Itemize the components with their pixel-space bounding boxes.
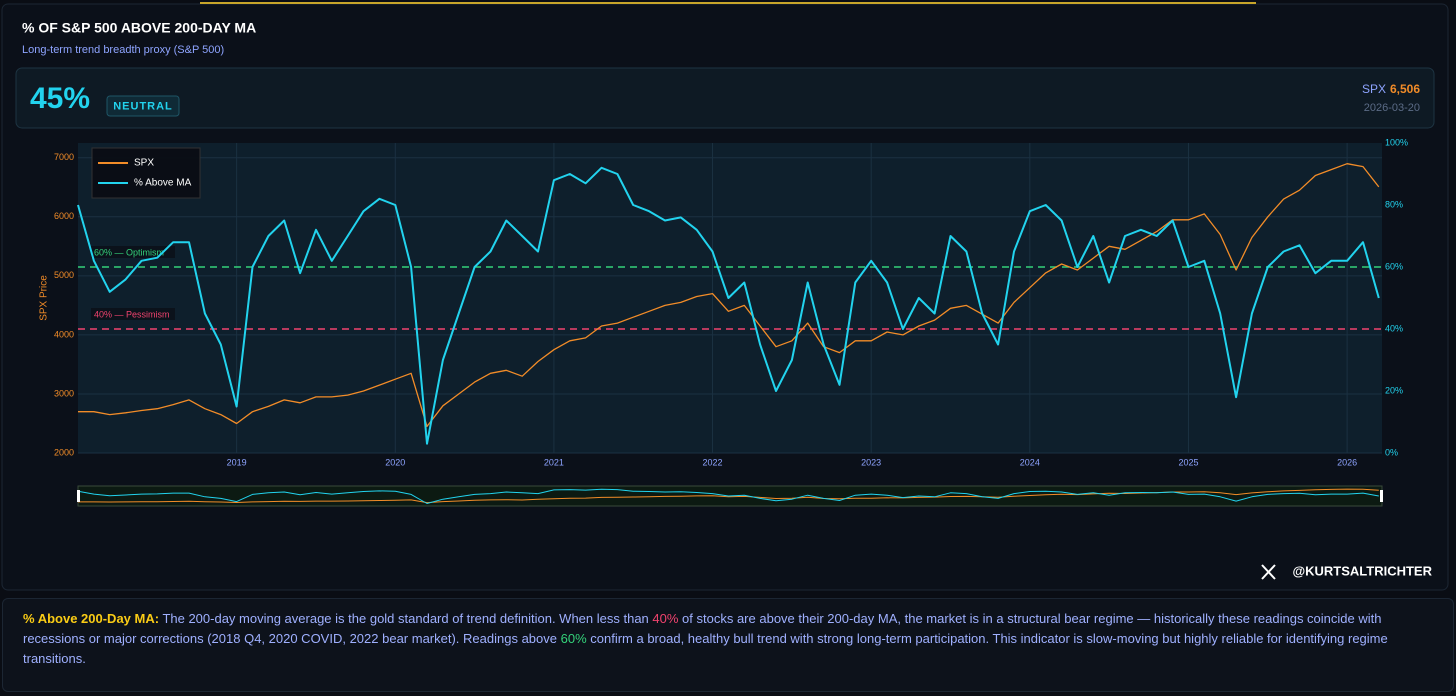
- y-tick-label: 4000: [54, 329, 74, 339]
- series-line: [78, 163, 1380, 428]
- date: 2026-03-20: [1364, 102, 1420, 114]
- slider-handle: [1380, 490, 1383, 502]
- legend-label: SPX: [134, 158, 154, 169]
- reference-label-bg: [91, 308, 175, 320]
- title: % OF S&P 500 ABOVE 200-DAY MA: [22, 20, 256, 36]
- x-tick-label: 2023: [861, 457, 881, 467]
- x-tick-label: 2022: [703, 457, 723, 467]
- index-value: 6,506: [1390, 82, 1420, 96]
- footer-label: % Above 200-Day MA:: [23, 611, 160, 626]
- legend-label: % Above MA: [134, 178, 192, 189]
- x-logo: [1261, 564, 1276, 580]
- footer: % Above 200-Day MA: The 200-day moving a…: [2, 598, 1454, 692]
- y2-tick-label: 60%: [1385, 261, 1403, 271]
- subtitle: Long-term trend breadth proxy (S&P 500): [22, 44, 224, 56]
- footer-text: of stocks are above their 200-day MA, th…: [23, 611, 1382, 646]
- plot-area: [78, 143, 1382, 453]
- y2-tick-label: 80%: [1385, 199, 1403, 209]
- status: NEUTRAL: [113, 100, 173, 112]
- x-tick-label: 2025: [1178, 457, 1198, 467]
- footer-text: The 200-day moving average is the gold s…: [159, 611, 653, 626]
- accent-bar: [200, 2, 1256, 4]
- series-line: [77, 166, 1380, 445]
- y-tick-label: 2000: [54, 447, 74, 457]
- index-name: SPX: [1362, 82, 1386, 96]
- y-axis-label: SPX Price: [39, 275, 50, 321]
- y-tick-label: 3000: [54, 388, 74, 398]
- x-tick-label: 2019: [227, 457, 247, 467]
- y2-tick-label: 100%: [1385, 137, 1408, 147]
- reading: 45%: [30, 82, 90, 115]
- y-tick-label: 6000: [54, 211, 74, 221]
- x-tick-label: 2021: [544, 457, 564, 467]
- reference-label-bg: [91, 246, 175, 258]
- y-tick-label: 7000: [54, 152, 74, 162]
- reference-label: 40% — Pessimism: [94, 309, 170, 319]
- y2-tick-label: 20%: [1385, 385, 1403, 395]
- index-readout: SPX 6,506: [1362, 82, 1420, 96]
- footer-text: confirm a broad, healthy bull trend with…: [23, 631, 1388, 666]
- y2-tick-label: 0%: [1385, 447, 1398, 457]
- x-tick-label: 2020: [385, 457, 405, 467]
- y-tick-label: 5000: [54, 270, 74, 280]
- slider-line: [77, 488, 1379, 504]
- y2-tick-label: 40%: [1385, 323, 1403, 333]
- x-tick-label: 2026: [1337, 457, 1357, 467]
- status-badge: [106, 95, 180, 117]
- footer-highlight: 60%: [560, 631, 587, 646]
- reference-label: 60% — Optimism: [94, 247, 164, 257]
- handle: @KURTSALTRICHTER: [1292, 563, 1432, 578]
- footer-highlight: 40%: [652, 611, 679, 626]
- x-tick-label: 2024: [1020, 457, 1040, 467]
- legend-box: [91, 147, 201, 199]
- chart: % OF S&P 500 ABOVE 200-DAY MA Long-term …: [1, 2, 1449, 591]
- stat-card: [15, 67, 1435, 129]
- slider-handle: [77, 490, 80, 502]
